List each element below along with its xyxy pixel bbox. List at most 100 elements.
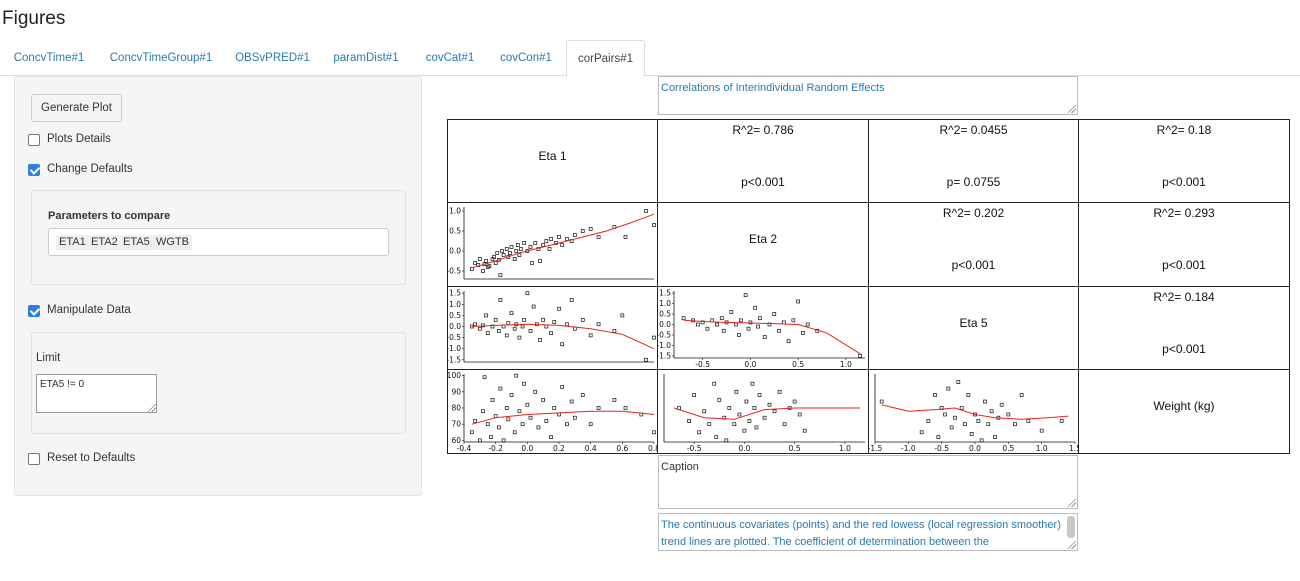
- r-squared-label: R^2= 0.202: [942, 206, 1005, 220]
- data-point: [496, 329, 501, 333]
- tab-paramdist[interactable]: paramDist#1: [333, 52, 399, 64]
- data-point: [481, 409, 485, 414]
- change-defaults-checkbox[interactable]: [28, 164, 40, 176]
- data-point: [1039, 428, 1044, 433]
- generate-plot-button[interactable]: Generate Plot: [31, 94, 122, 122]
- plot-title-input[interactable]: Correlations of Interindividual Random E…: [658, 76, 1078, 115]
- data-point: [536, 425, 541, 430]
- data-point: [644, 357, 648, 362]
- data-point: [493, 317, 498, 322]
- data-point: [530, 261, 534, 265]
- resize-grip-icon[interactable]: [148, 404, 156, 412]
- x-tick-label: 0.6: [616, 444, 628, 453]
- y-tick-label: -1.0: [448, 344, 461, 353]
- data-point: [533, 389, 538, 394]
- data-point: [504, 333, 509, 338]
- tab-covcat[interactable]: covCat#1: [425, 52, 475, 64]
- data-point: [508, 251, 512, 255]
- variable-label: Eta 5: [959, 316, 988, 330]
- resize-grip-icon[interactable]: [1068, 105, 1076, 113]
- page-title: Figures: [2, 8, 66, 29]
- data-point: [700, 320, 705, 325]
- diagonal-cell: Eta 2: [657, 202, 869, 287]
- scatter-cell: 1.51.00.50.0-0.5-1.0-1.5-0.50.00.51.0: [657, 286, 869, 370]
- p-value-label: p<0.001: [1162, 175, 1206, 189]
- param-chip[interactable]: ETA2: [88, 235, 121, 250]
- data-point: [515, 243, 520, 247]
- manipulate-data-label: Manipulate Data: [47, 304, 131, 316]
- data-point: [936, 435, 941, 439]
- x-tick-label: -0.2: [488, 444, 503, 453]
- plots-details-checkbox[interactable]: [28, 134, 40, 146]
- param-chip[interactable]: WGTB: [153, 235, 192, 250]
- tab-corpairs[interactable]: corPairs#1: [566, 40, 645, 77]
- manipulate-data-checkbox[interactable]: [28, 305, 40, 317]
- data-point: [777, 328, 781, 333]
- parameters-select[interactable]: ETA1 ETA2 ETA5 WGTB: [48, 228, 389, 256]
- reset-defaults-checkbox[interactable]: [28, 453, 40, 465]
- param-chip[interactable]: ETA1: [56, 235, 89, 250]
- data-point: [1013, 422, 1017, 427]
- data-point: [572, 415, 577, 420]
- x-tick-label: -0.4: [457, 444, 472, 453]
- data-point: [705, 326, 710, 331]
- data-point: [498, 386, 503, 391]
- data-point: [719, 316, 724, 321]
- param-chip[interactable]: ETA5: [120, 235, 153, 250]
- data-point: [496, 425, 501, 430]
- scatter-plot: -0.5 0.0 0.5 1.0: [663, 374, 865, 453]
- x-tick-label: 0.8: [648, 444, 657, 453]
- data-point: [734, 322, 738, 327]
- lowess-line: [673, 407, 860, 420]
- data-point: [756, 324, 760, 329]
- data-point: [498, 273, 503, 277]
- data-point: [544, 239, 549, 243]
- y-tick-label: -0.5: [448, 267, 461, 276]
- data-point: [549, 435, 553, 439]
- data-point: [514, 373, 519, 378]
- data-point: [498, 298, 503, 302]
- data-point: [752, 406, 757, 410]
- data-point: [490, 398, 495, 402]
- limit-input[interactable]: ETA5 != 0: [36, 374, 157, 413]
- tab-concvtimegroup[interactable]: ConcvTimeGroup#1: [109, 52, 213, 64]
- lowess-line: [471, 323, 655, 350]
- data-point: [1019, 393, 1024, 397]
- diagonal-cell: Eta 1: [447, 119, 658, 203]
- data-point: [969, 432, 974, 436]
- y-tick-label: 60: [451, 436, 461, 445]
- data-point: [572, 326, 577, 331]
- data-point: [879, 399, 884, 404]
- data-point: [485, 331, 490, 336]
- correlation-cell: R^2= 0.0455 p= 0.0755: [868, 119, 1079, 203]
- data-point: [737, 412, 742, 417]
- tab-concvtime[interactable]: ConcvTime#1: [13, 52, 85, 64]
- correlation-cell: R^2= 0.202 p<0.001: [868, 202, 1079, 287]
- x-tick-label: 0.5: [792, 360, 804, 369]
- data-point: [612, 398, 617, 402]
- data-point: [762, 335, 767, 339]
- data-point: [514, 249, 519, 253]
- resize-grip-icon[interactable]: [1068, 541, 1076, 549]
- data-point: [481, 269, 485, 273]
- caption-label-input[interactable]: Caption: [658, 455, 1078, 509]
- y-tick-label: 0.5: [659, 310, 671, 319]
- tab-obsvpred[interactable]: OBSvPRED#1: [235, 52, 310, 64]
- data-point: [522, 381, 527, 386]
- p-value-label: p<0.001: [741, 175, 785, 189]
- correlation-cell: R^2= 0.293 p<0.001: [1078, 202, 1290, 287]
- x-tick-label: 0.5: [1002, 444, 1014, 453]
- data-point: [710, 318, 715, 323]
- tab-covcon[interactable]: covCon#1: [500, 52, 552, 64]
- y-tick-label: -0.5: [448, 333, 461, 342]
- data-point: [753, 305, 758, 310]
- data-point: [504, 247, 509, 251]
- data-point: [538, 337, 542, 342]
- caption-text-input[interactable]: The continuous covariates (points) and t…: [658, 513, 1078, 551]
- data-point: [620, 313, 625, 318]
- plots-details-label: Plots Details: [47, 133, 111, 145]
- resize-grip-icon[interactable]: [1068, 499, 1076, 507]
- scatter-cell: 1.5 1.0 0.5 0.0 -0.5 -1.0 -1.5: [447, 286, 658, 370]
- x-tick-label: 0.2: [553, 444, 565, 453]
- caption-scrollbar[interactable]: [1067, 516, 1075, 538]
